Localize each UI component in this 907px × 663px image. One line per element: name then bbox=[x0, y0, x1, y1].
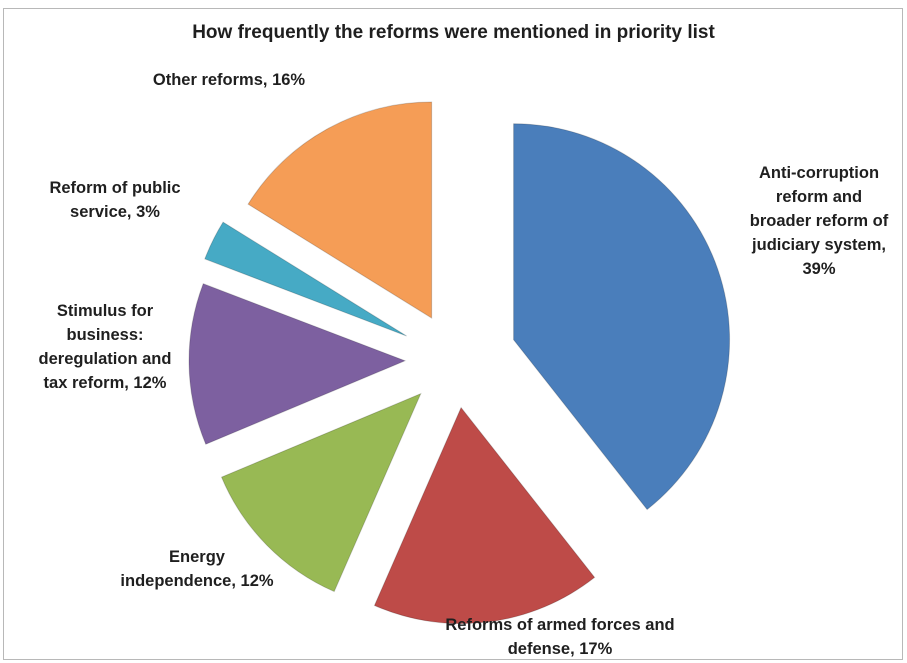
slice-label-line: service, 3% bbox=[70, 203, 160, 221]
pie-slice-5 bbox=[247, 101, 433, 319]
slice-label-line: Energy bbox=[169, 548, 226, 566]
pie-slice-4 bbox=[204, 221, 407, 337]
slice-label-line: judiciary system, bbox=[751, 236, 886, 254]
slice-label-3: Stimulus for business: deregulation and tax… bbox=[39, 302, 172, 392]
slice-label-5: Other reforms, 16% bbox=[153, 71, 306, 89]
slice-label-line: Reforms of armed forces and bbox=[445, 616, 674, 634]
slice-label-line: Stimulus for bbox=[57, 302, 154, 320]
pie-slice-2 bbox=[220, 392, 422, 593]
pie-slices bbox=[188, 101, 731, 625]
slice-label-1: Reforms of armed forces and defense, 17% bbox=[445, 616, 674, 658]
slice-label-0: Anti-corruption reform and broader reform … bbox=[750, 164, 889, 278]
pie-slice-3 bbox=[188, 283, 407, 445]
slice-label-line: tax reform, 12% bbox=[44, 374, 167, 392]
slice-label-line: broader reform of bbox=[750, 212, 889, 230]
slice-label-4: Reform of public service, 3% bbox=[49, 179, 180, 221]
slice-label-line: deregulation and bbox=[39, 350, 172, 368]
slice-label-line: Other reforms, 16% bbox=[153, 71, 306, 89]
slice-label-line: 39% bbox=[802, 260, 835, 278]
pie-slice-0 bbox=[513, 123, 731, 511]
pie-labels: Anti-corruption reform and broader reform … bbox=[39, 71, 889, 658]
pie-slice-1 bbox=[373, 406, 596, 625]
slice-label-line: Anti-corruption bbox=[759, 164, 879, 182]
slice-label-line: reform and bbox=[776, 188, 862, 206]
slice-label-line: defense, 17% bbox=[508, 640, 613, 658]
chart-title: How frequently the reforms were mentione… bbox=[192, 22, 715, 43]
slice-label-line: independence, 12% bbox=[120, 572, 273, 590]
slice-label-2: Energy independence, 12% bbox=[120, 548, 273, 590]
slice-label-line: Reform of public bbox=[49, 179, 180, 197]
slice-label-line: business: bbox=[66, 326, 143, 344]
